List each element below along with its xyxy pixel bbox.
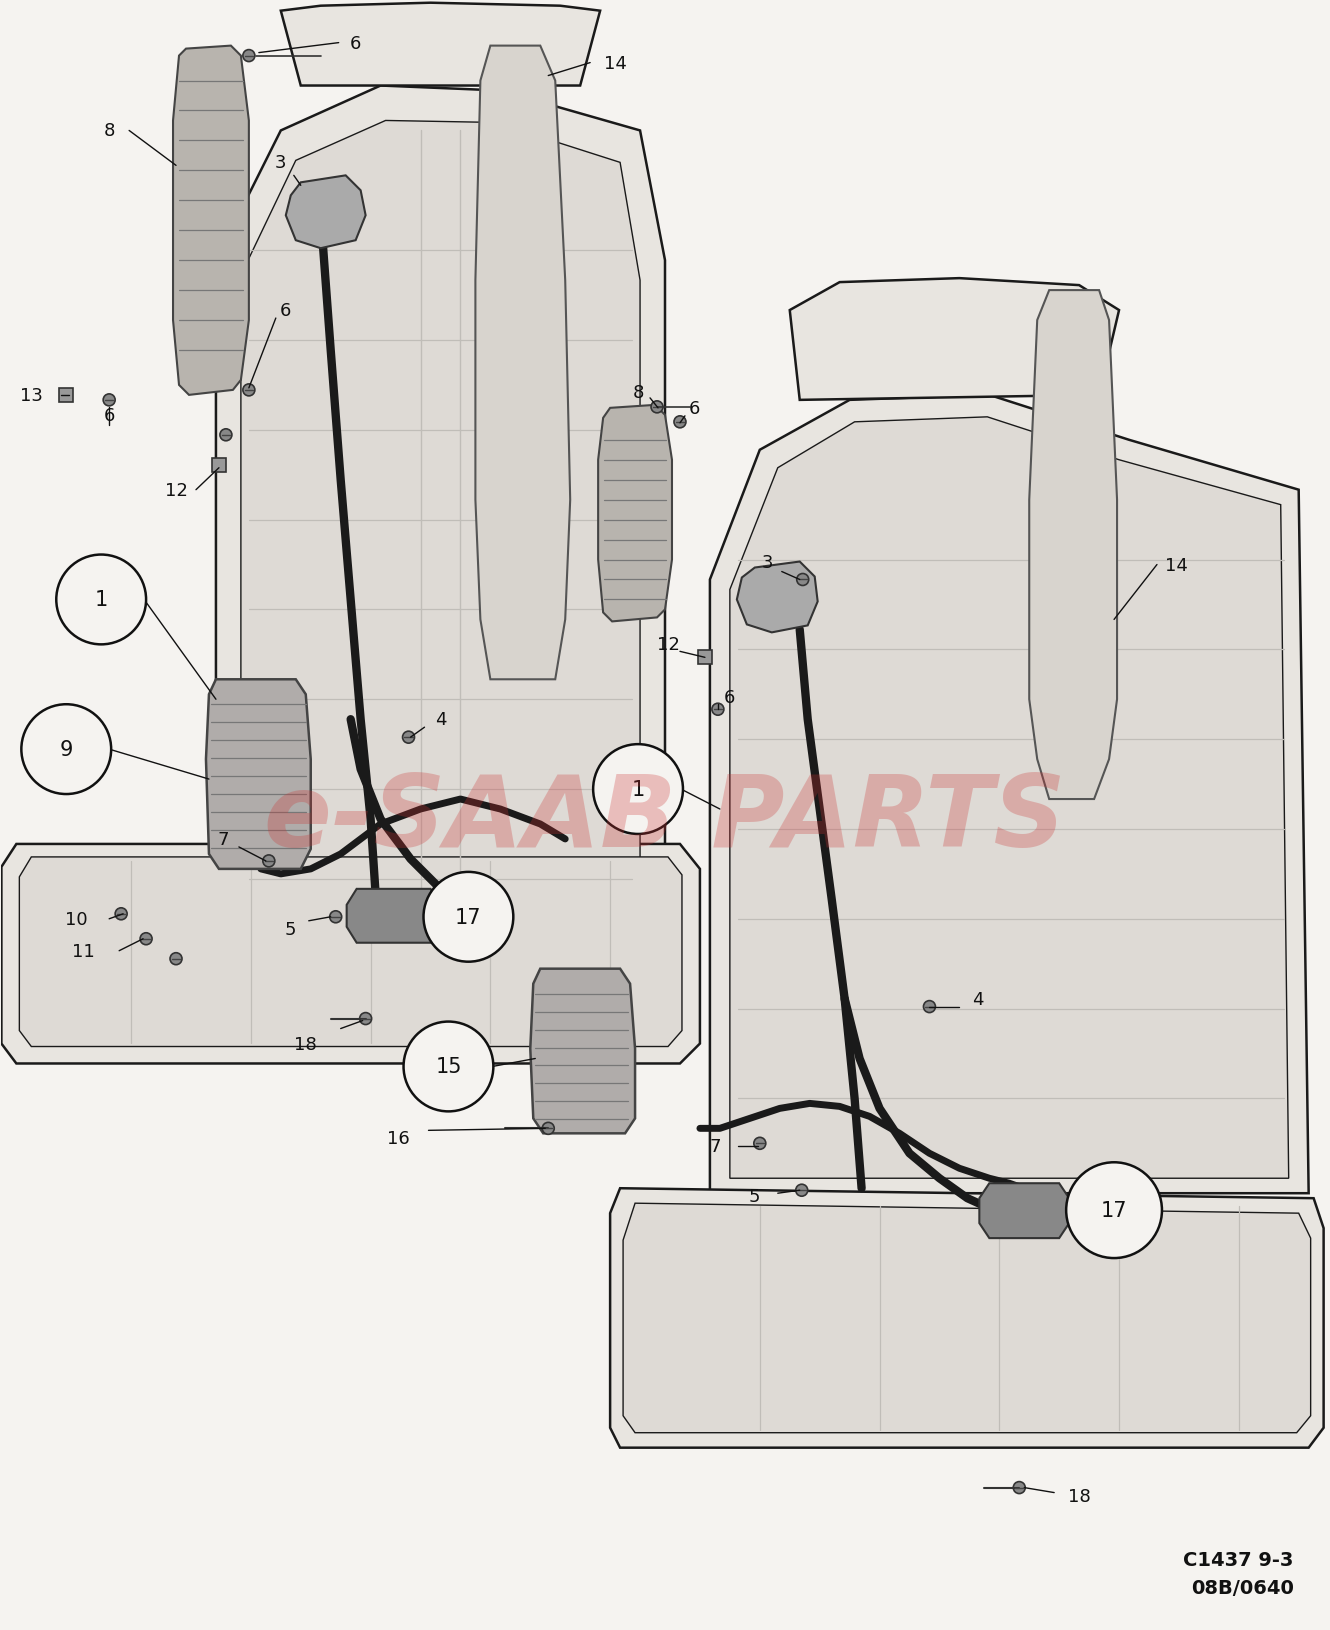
Circle shape [243,385,255,396]
Circle shape [104,394,116,406]
Polygon shape [211,458,226,473]
Circle shape [650,401,662,414]
Circle shape [543,1123,555,1134]
Text: 08B/0640: 08B/0640 [1190,1578,1294,1597]
Circle shape [116,908,128,921]
Polygon shape [347,890,440,944]
Text: 16: 16 [387,1130,410,1148]
Circle shape [170,954,182,965]
Text: 6: 6 [350,34,362,52]
Circle shape [56,556,146,645]
Text: 17: 17 [455,908,481,927]
Text: 6: 6 [689,399,701,417]
Polygon shape [710,396,1309,1193]
Circle shape [359,1012,371,1025]
Text: 7: 7 [217,830,229,849]
Circle shape [1067,1162,1162,1258]
Polygon shape [206,680,311,869]
Text: 12: 12 [165,481,188,499]
Polygon shape [737,562,818,632]
Text: 10: 10 [65,910,88,927]
Polygon shape [173,47,249,396]
Polygon shape [60,388,73,403]
Text: 8: 8 [632,383,644,401]
Text: 5: 5 [285,921,297,939]
Circle shape [712,704,724,716]
Circle shape [219,430,231,442]
Circle shape [593,745,684,835]
Polygon shape [475,47,571,680]
Text: 5: 5 [749,1188,761,1206]
Text: 18: 18 [294,1035,317,1053]
Text: 14: 14 [604,54,626,72]
Text: 4: 4 [972,989,983,1007]
Polygon shape [215,86,665,949]
Polygon shape [241,121,640,929]
Text: 3: 3 [275,155,286,173]
Text: 13: 13 [20,386,43,404]
Text: 11: 11 [72,942,94,960]
Text: 4: 4 [435,711,447,729]
Circle shape [923,1001,935,1012]
Text: e-SAAB PARTS: e-SAAB PARTS [265,771,1065,867]
Polygon shape [979,1183,1069,1239]
Polygon shape [610,1188,1323,1447]
Circle shape [140,934,152,945]
Text: 6: 6 [104,406,114,424]
Text: 1: 1 [94,590,108,610]
Text: 12: 12 [657,636,680,654]
Circle shape [263,856,275,867]
Text: 17: 17 [1101,1200,1128,1221]
Circle shape [423,872,513,962]
Text: 3: 3 [762,553,774,570]
Text: 1: 1 [632,779,645,800]
Polygon shape [698,650,712,665]
Text: C1437 9-3: C1437 9-3 [1184,1550,1294,1570]
Polygon shape [598,406,672,623]
Polygon shape [281,3,600,86]
Circle shape [754,1138,766,1149]
Text: 14: 14 [1165,556,1189,574]
Circle shape [795,1185,807,1196]
Text: 18: 18 [1068,1487,1091,1504]
Text: 8: 8 [104,122,114,140]
Text: 6: 6 [281,302,291,319]
Circle shape [330,911,342,923]
Polygon shape [790,279,1119,401]
Text: 6: 6 [724,689,735,707]
Polygon shape [20,857,682,1046]
Polygon shape [286,176,366,249]
Circle shape [797,574,809,587]
Polygon shape [1029,290,1117,800]
Text: 7: 7 [709,1138,721,1156]
Circle shape [403,732,415,743]
Circle shape [674,417,686,429]
Circle shape [243,51,255,62]
Polygon shape [622,1203,1310,1433]
Circle shape [403,1022,493,1112]
Polygon shape [531,970,634,1133]
Polygon shape [1,844,700,1064]
Text: 15: 15 [435,1056,462,1077]
Circle shape [1013,1482,1025,1493]
Text: 9: 9 [60,740,73,760]
Circle shape [21,704,112,794]
Polygon shape [730,417,1289,1178]
